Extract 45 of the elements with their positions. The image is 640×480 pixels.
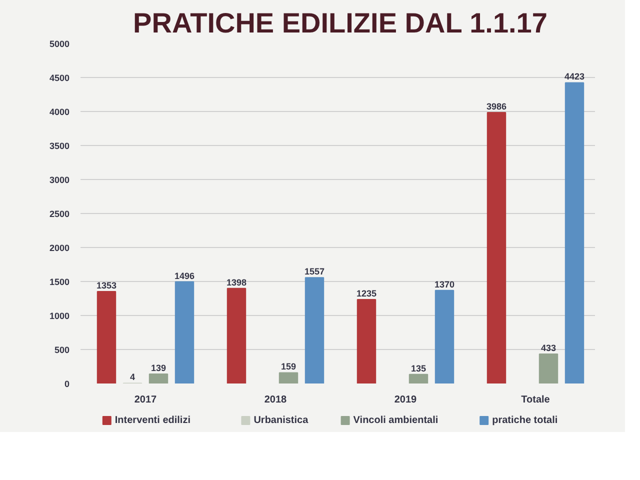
y-tick-label: 0: [64, 379, 70, 389]
bar: [304, 277, 324, 384]
y-tick-label: 500: [54, 345, 70, 355]
bar: [408, 374, 428, 384]
legend-label: pratiche totali: [492, 415, 558, 426]
y-tick-label: 2500: [49, 209, 70, 219]
data-label: 1353: [96, 280, 117, 290]
x-tick-label: 2019: [394, 394, 418, 406]
bar: [96, 290, 116, 384]
y-tick-label: 2000: [49, 243, 70, 253]
data-label: 4423: [564, 72, 585, 82]
bar: [148, 374, 168, 384]
legend-label: Urbanistica: [254, 415, 309, 426]
data-label: 1235: [356, 288, 377, 299]
data-label: 1370: [434, 279, 455, 290]
bar: [486, 112, 506, 384]
bar: [538, 354, 558, 384]
x-tick-label: Totale: [521, 394, 550, 406]
y-tick-label: 3500: [49, 141, 70, 151]
y-tick-label: 4000: [49, 107, 70, 117]
x-tick-label: 2017: [134, 394, 158, 406]
data-label: 1496: [174, 270, 195, 281]
legend-label: Vincoli ambientali: [353, 415, 438, 426]
bar: [434, 290, 454, 384]
data-label: 1557: [304, 266, 325, 277]
legend-label: Interventi edilizi: [114, 415, 191, 426]
chart-title: PRATICHE EDILIZIE DAL 1.1.17: [133, 8, 548, 38]
bar: [564, 82, 584, 384]
y-tick-label: 3000: [49, 175, 70, 185]
bar: [174, 281, 194, 384]
data-label: 159: [280, 362, 296, 372]
data-label: 139: [150, 363, 166, 374]
y-tick-label: 5000: [49, 39, 70, 49]
bar: [226, 288, 246, 384]
data-label: 135: [410, 363, 426, 374]
bar: [356, 299, 376, 384]
data-label: 433: [540, 343, 556, 354]
y-tick-label: 1500: [49, 277, 70, 287]
bar: [278, 372, 298, 384]
x-tick-label: 2018: [264, 394, 288, 406]
y-tick-label: 1000: [49, 311, 70, 321]
data-label: 3986: [486, 101, 507, 112]
data-label: 4: [130, 372, 136, 382]
data-label: 1398: [226, 277, 247, 288]
y-tick-label: 4500: [49, 73, 70, 83]
